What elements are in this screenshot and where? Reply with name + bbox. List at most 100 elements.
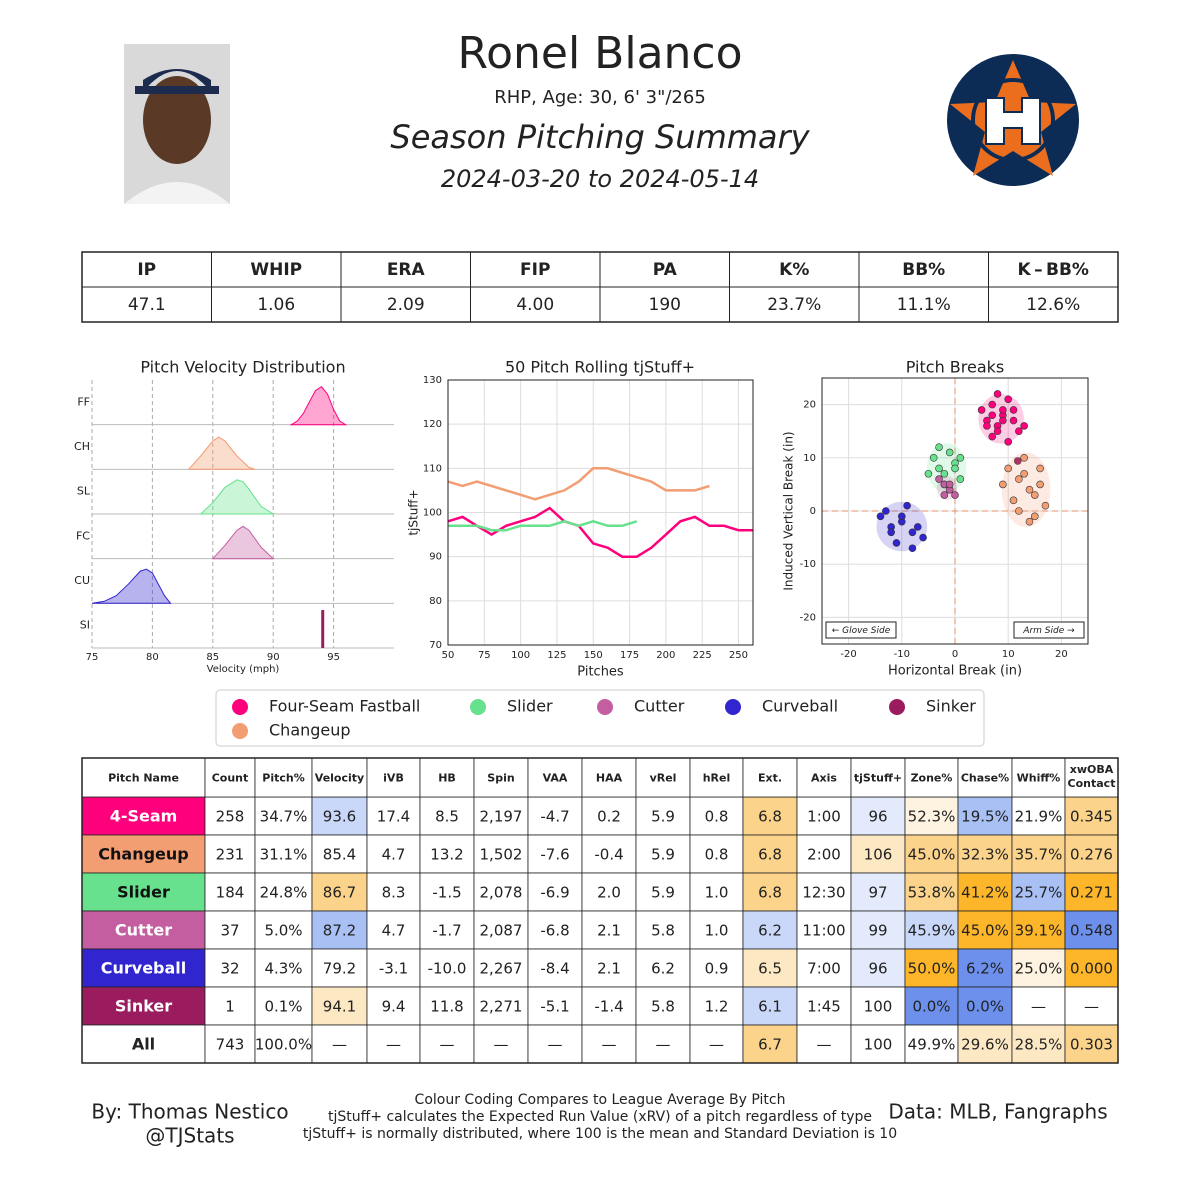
table-cell [957,834,1013,874]
table-value: 6.2% [966,960,1004,978]
break-point [935,475,943,483]
table-value: 2,267 [480,960,523,978]
table-value: — [1031,998,1046,1016]
table-value: 1.0 [705,922,729,940]
table-value: 24.8% [260,884,308,902]
table-cell [419,910,475,950]
stats-header: IP [137,260,156,280]
table-value: -3.1 [379,960,408,978]
break-point [1031,491,1039,499]
cluster-ellipse [876,501,928,552]
table-cell [1011,948,1066,988]
table-cell [742,796,798,836]
y-tick-label: 70 [429,640,442,651]
table-cell [1064,910,1119,950]
break-point [1013,457,1022,465]
table-header: HB [438,772,456,785]
table-value: 2:00 [807,846,841,864]
x-tick-label: 125 [547,650,566,661]
table-cell [81,834,206,874]
break-point [1020,422,1028,430]
footer-note: tjStuff+ is normally distributed, where … [303,1126,897,1142]
table-value: 0.548 [1070,922,1113,940]
table-cell [796,872,852,912]
table-value: 106 [864,846,893,864]
table-value: 1.2 [705,998,729,1016]
table-value: 2.0 [597,884,621,902]
annotation: ← Glove Side [832,626,891,636]
table-header-cell [581,757,637,798]
table-value: 100 [864,998,893,1016]
pitch-name: Sinker [115,997,172,1016]
y-tick-label: 100 [423,508,442,519]
table-value: 79.2 [323,960,356,978]
table-cell [527,834,583,874]
break-point [1036,480,1044,489]
table-value: 5.9 [651,884,675,902]
density-area [211,525,275,560]
table-cell [366,986,421,1026]
stats-header: ERA [387,260,426,280]
table-cell [689,910,744,950]
footer-source: Data: MLB, Fangraphs [888,1100,1107,1124]
stats-value: 12.6% [1026,295,1080,315]
annotation: Arm Side → [1022,626,1075,636]
table-cell [742,986,798,1026]
table-value: 258 [216,808,245,826]
table-value: 45.9% [908,922,956,940]
table-cell [850,986,906,1026]
table-value: 0.1% [264,998,302,1016]
table-value: 9.4 [382,998,406,1016]
table-cell [796,910,852,950]
table-value: 19.5% [961,808,1009,826]
player-name: Ronel Blanco [457,28,742,79]
table-value: 86.7 [323,884,356,902]
table-header: Whiff% [1017,772,1061,785]
table-cell [581,1024,637,1064]
break-point [935,443,943,451]
x-axis-label: Pitches [577,665,624,680]
break-point [999,480,1007,489]
table-value: 94.1 [323,998,356,1016]
x-tick-label: 150 [584,650,603,661]
break-point [951,464,959,473]
table-cell [904,796,959,836]
stats-value: 11.1% [897,295,951,315]
table-cell [81,1024,206,1064]
table-cell [311,910,368,950]
table-value: 1 [225,998,235,1016]
legend-label: Cutter [634,697,685,716]
x-tick-label: 75 [86,652,99,663]
break-point [940,491,949,499]
table-cell [904,834,959,874]
x-tick-label: -20 [840,649,856,660]
chart-title: Pitch Breaks [906,358,1005,377]
table-header-cell [204,757,256,798]
table-value: 45.0% [961,922,1009,940]
table-cell [311,986,368,1026]
table-value: 6.1 [758,998,782,1016]
table-cell [635,948,691,988]
table-value: 50.0% [908,960,956,978]
table-value: 1,502 [480,846,523,864]
y-tick-label: 20 [803,400,816,411]
table-cell [473,948,529,988]
break-point [1015,475,1023,483]
table-cell [957,910,1013,950]
stats-value: 1.06 [257,295,295,315]
break-point [892,539,901,547]
break-point [945,448,954,457]
table-value: -1.7 [432,922,461,940]
y-tick-label: 120 [423,419,442,430]
table-cell [957,1024,1013,1064]
table-cell [473,1024,529,1064]
break-point [913,523,922,531]
footer-note: Colour Coding Compares to League Average… [415,1092,786,1108]
legend-label: Sinker [926,697,976,716]
pitch-name: Changeup [98,845,188,864]
break-point [1031,512,1039,521]
table-value: 37 [220,922,239,940]
table-value: 8.5 [435,808,459,826]
table-value: -1.5 [432,884,461,902]
y-tick-label: -20 [800,612,816,623]
